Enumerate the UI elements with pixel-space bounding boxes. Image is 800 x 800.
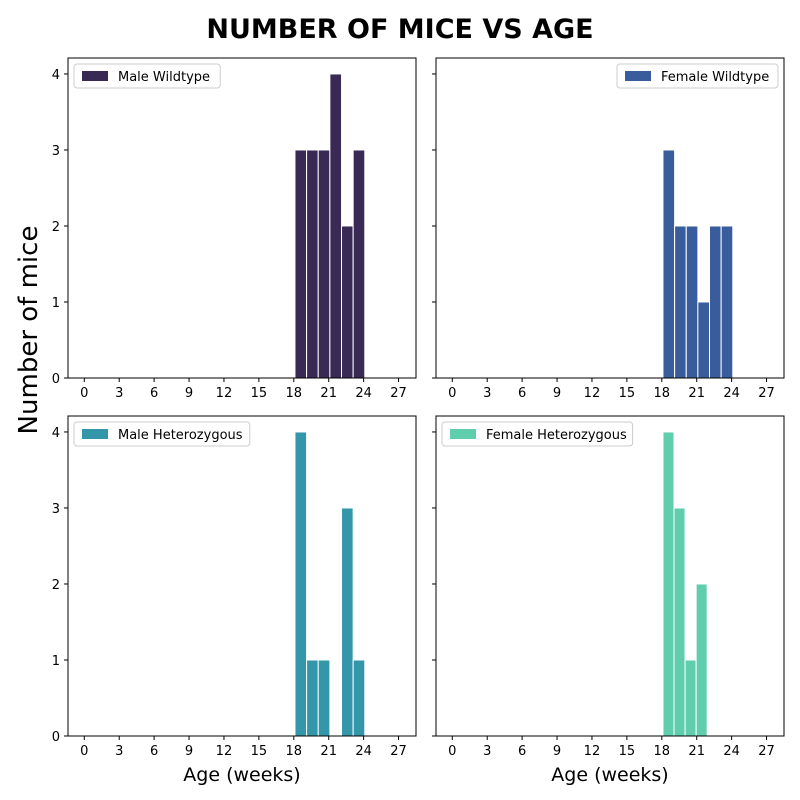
x-tick-label: 12 xyxy=(584,386,601,401)
bar xyxy=(317,149,331,379)
x-tick-label: 3 xyxy=(483,386,491,401)
x-tick-label: 3 xyxy=(115,744,123,759)
bar xyxy=(709,225,722,379)
bar xyxy=(684,659,697,737)
y-tick-label: 1 xyxy=(52,654,60,669)
y-tick-label: 3 xyxy=(52,144,60,159)
legend-label: Female Heterozygous xyxy=(486,428,627,443)
bar xyxy=(352,659,366,737)
x-axis-label: Age (weeks) xyxy=(183,764,300,786)
bar xyxy=(329,73,343,379)
bar xyxy=(662,431,675,737)
x-tick-label: 0 xyxy=(80,386,88,401)
x-tick-label: 27 xyxy=(758,386,775,401)
x-axis-label: Age (weeks) xyxy=(551,764,668,786)
y-tick-label: 2 xyxy=(52,220,60,235)
y-tick-label: 0 xyxy=(52,730,60,745)
legend-swatch xyxy=(82,71,108,81)
bar xyxy=(674,225,687,379)
x-tick-label: 9 xyxy=(185,744,193,759)
y-tick-label: 3 xyxy=(52,502,60,517)
bar xyxy=(341,225,354,379)
legend-label: Female Wildtype xyxy=(661,70,769,85)
y-tick-label: 2 xyxy=(52,578,60,593)
axes-frame xyxy=(67,57,417,379)
x-tick-label: 27 xyxy=(758,744,775,759)
x-tick-label: 9 xyxy=(553,386,561,401)
x-tick-label: 15 xyxy=(619,386,636,401)
x-tick-label: 15 xyxy=(619,744,636,759)
x-tick-label: 12 xyxy=(216,744,233,759)
legend-box xyxy=(73,63,221,89)
x-tick-label: 27 xyxy=(390,386,407,401)
x-tick-label: 24 xyxy=(723,386,740,401)
x-tick-label: 3 xyxy=(115,386,123,401)
x-tick-label: 3 xyxy=(483,744,491,759)
bar xyxy=(294,149,308,379)
legend-box xyxy=(616,63,779,89)
x-tick-label: 24 xyxy=(355,744,372,759)
bar xyxy=(352,149,366,379)
bar xyxy=(306,149,319,379)
x-tick-label: 21 xyxy=(320,744,337,759)
x-tick-label: 6 xyxy=(518,386,526,401)
figure-title: NUMBER OF MICE VS AGE xyxy=(206,14,593,45)
bar xyxy=(720,225,734,379)
bar xyxy=(673,507,686,737)
x-tick-label: 24 xyxy=(355,386,372,401)
x-tick-label: 18 xyxy=(654,386,671,401)
legend-label: Male Wildtype xyxy=(118,70,210,85)
legend-swatch xyxy=(82,429,108,439)
axes-frame xyxy=(67,415,417,737)
x-tick-label: 0 xyxy=(448,744,456,759)
legend-box xyxy=(441,421,634,447)
bar xyxy=(662,149,676,379)
bar xyxy=(697,301,711,379)
bar xyxy=(294,431,308,737)
x-tick-label: 18 xyxy=(654,744,671,759)
legend-swatch xyxy=(625,71,651,81)
x-tick-label: 18 xyxy=(286,386,303,401)
x-tick-label: 15 xyxy=(251,744,268,759)
x-tick-label: 0 xyxy=(80,744,88,759)
x-tick-label: 27 xyxy=(390,744,407,759)
axes-frame xyxy=(435,57,785,379)
x-tick-label: 6 xyxy=(150,744,158,759)
y-tick-label: 4 xyxy=(52,426,60,441)
bar xyxy=(306,659,319,737)
x-tick-label: 18 xyxy=(286,744,303,759)
y-tick-label: 0 xyxy=(52,372,60,387)
x-tick-label: 21 xyxy=(688,386,705,401)
y-tick-label: 1 xyxy=(52,296,60,311)
legend-label: Male Heterozygous xyxy=(118,428,243,443)
x-tick-label: 6 xyxy=(150,386,158,401)
x-tick-label: 12 xyxy=(216,386,233,401)
x-tick-label: 15 xyxy=(251,386,268,401)
x-tick-label: 6 xyxy=(518,744,526,759)
x-tick-label: 9 xyxy=(185,386,193,401)
legend-box xyxy=(73,421,251,447)
x-tick-label: 9 xyxy=(553,744,561,759)
bar xyxy=(317,659,331,737)
x-tick-label: 12 xyxy=(584,744,601,759)
legend-swatch xyxy=(450,429,476,439)
x-tick-label: 21 xyxy=(688,744,705,759)
bar xyxy=(341,507,354,737)
axes-frame xyxy=(435,415,785,737)
y-tick-label: 4 xyxy=(52,68,60,83)
x-tick-label: 21 xyxy=(320,386,337,401)
bar xyxy=(695,583,708,737)
bar xyxy=(685,225,699,379)
x-tick-label: 0 xyxy=(448,386,456,401)
y-axis-label: Number of mice xyxy=(14,226,44,435)
x-tick-label: 24 xyxy=(723,744,740,759)
